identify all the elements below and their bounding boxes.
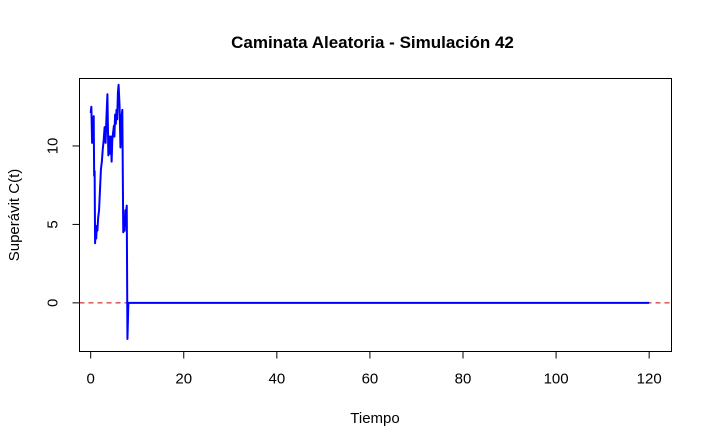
y-tick-label: 0 (44, 299, 61, 307)
y-axis-label: Superávit C(t) (6, 169, 23, 262)
plot-frame (79, 78, 672, 352)
x-tick-label: 40 (268, 371, 285, 388)
y-tick-label: 5 (44, 220, 61, 228)
x-tick-label: 0 (86, 371, 94, 388)
x-tick-label: 100 (544, 371, 569, 388)
y-tick-label: 10 (44, 138, 61, 155)
x-tick-label: 20 (175, 371, 192, 388)
x-axis: 0 20 40 60 80 100 120 (86, 351, 662, 388)
chart-title: Caminata Aleatoria - Simulación 42 (231, 33, 514, 52)
series-line (89, 83, 650, 340)
x-tick-label: 120 (637, 371, 662, 388)
x-tick-label: 60 (362, 371, 379, 388)
x-axis-label: Tiempo (350, 410, 399, 427)
y-axis: 0 5 10 (44, 138, 80, 307)
x-tick-label: 80 (455, 371, 472, 388)
